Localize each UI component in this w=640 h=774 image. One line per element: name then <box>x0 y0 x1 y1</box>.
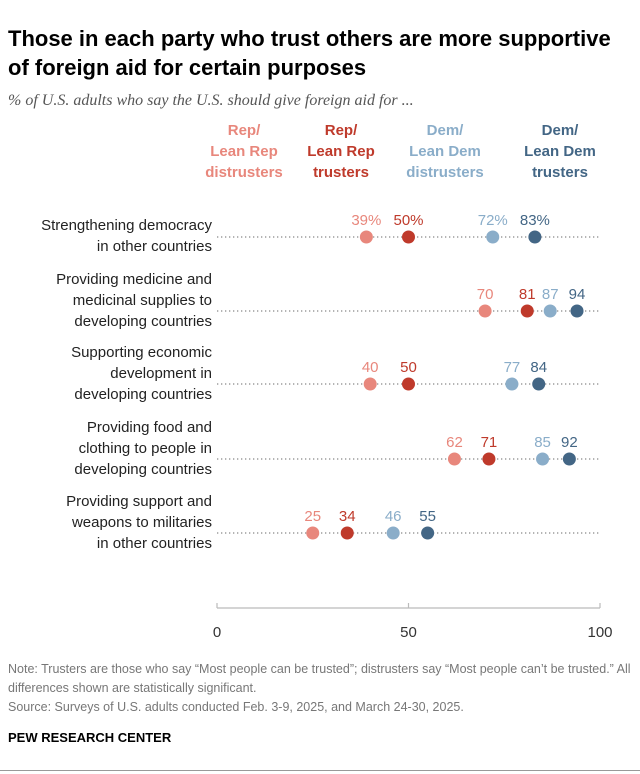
category-label-line: clothing to people in <box>79 440 212 457</box>
data-label: 70 <box>477 286 494 303</box>
data-label: 85 <box>534 434 551 451</box>
chart-title: Those in each party who trust others are… <box>8 26 611 80</box>
category-label-line: Providing support and <box>66 493 212 510</box>
data-dot <box>562 452 576 466</box>
data-label: 62 <box>446 434 463 451</box>
data-dot <box>520 304 534 318</box>
data-label: 46 <box>385 508 402 525</box>
legend-label-2-line-0: Dem/ <box>427 122 465 139</box>
legend-label-1-line-1: Lean Rep <box>307 143 375 160</box>
data-label: 94 <box>569 286 586 303</box>
category-label-line: developing countries <box>74 313 212 330</box>
data-label: 34 <box>339 508 356 525</box>
brand-logo-text: PEW RESEARCH CENTER <box>8 730 172 745</box>
legend-label-0-line-2: distrusters <box>205 164 283 181</box>
data-dot <box>421 526 435 540</box>
data-label: 87 <box>542 286 559 303</box>
data-dot <box>447 452 461 466</box>
data-label: 84 <box>530 359 547 376</box>
data-dot <box>528 230 542 244</box>
data-dot <box>402 230 415 244</box>
chart-subtitle: % of U.S. adults who say the U.S. should… <box>8 92 414 109</box>
data-dot <box>505 377 519 391</box>
data-dot <box>570 304 584 318</box>
data-label: 72% <box>478 212 508 229</box>
data-dot <box>486 230 500 244</box>
category-label-line: Strengthening democracy <box>41 217 212 234</box>
category-label-line: weapons to militaries <box>71 514 212 531</box>
data-label: 81 <box>519 286 536 303</box>
data-dot <box>306 526 320 540</box>
legend-label-3-line-0: Dem/ <box>542 122 580 139</box>
data-dot <box>386 526 400 540</box>
bottom-divider <box>0 770 640 771</box>
category-label-line: in other countries <box>97 238 212 255</box>
category-label-line: Providing food and <box>87 419 212 436</box>
x-tick-label: 50 <box>400 624 417 641</box>
data-dot <box>482 452 496 466</box>
category-label-line: developing countries <box>74 461 212 478</box>
data-dot <box>402 377 415 391</box>
category-label-line: Supporting economic <box>71 344 212 361</box>
data-label: 50 <box>400 359 417 376</box>
data-dot <box>543 304 557 318</box>
data-label: 39% <box>351 212 381 229</box>
legend-label-0-line-1: Lean Rep <box>210 143 278 160</box>
data-label: 55 <box>419 508 436 525</box>
category-label-line: Providing medicine and <box>56 271 212 288</box>
legend-label-0-line-0: Rep/ <box>228 122 261 139</box>
data-label: 77 <box>504 359 521 376</box>
data-label: 92 <box>561 434 578 451</box>
category-label-line: medicinal supplies to <box>73 292 212 309</box>
category-label-line: development in <box>110 365 212 382</box>
data-label: 25 <box>304 508 321 525</box>
data-dot <box>536 452 550 466</box>
source-text: Source: Surveys of U.S. adults conducted… <box>8 700 464 714</box>
legend-label-2-line-2: distrusters <box>406 164 484 181</box>
legend-label-2-line-1: Lean Dem <box>409 143 481 160</box>
data-dot <box>359 230 373 244</box>
data-dot <box>532 377 546 391</box>
data-label: 50% <box>393 212 423 229</box>
data-dot <box>478 304 492 318</box>
data-label: 71 <box>481 434 498 451</box>
data-dot <box>363 377 377 391</box>
note-text: Note: Trusters are those who say “Most p… <box>8 662 631 695</box>
data-label: 83% <box>520 212 550 229</box>
legend-label-1-line-2: trusters <box>313 164 369 181</box>
data-label: 40 <box>362 359 379 376</box>
legend-label-3-line-1: Lean Dem <box>524 143 596 160</box>
legend-label-3-line-2: trusters <box>532 164 588 181</box>
chart-note: Note: Trusters are those who say “Most p… <box>8 660 633 717</box>
data-dot <box>340 526 354 540</box>
legend-label-1-line-0: Rep/ <box>325 122 358 139</box>
category-label-line: in other countries <box>97 535 212 552</box>
category-label-line: developing countries <box>74 386 212 403</box>
x-tick-label: 0 <box>213 624 221 641</box>
x-tick-label: 100 <box>587 624 612 641</box>
